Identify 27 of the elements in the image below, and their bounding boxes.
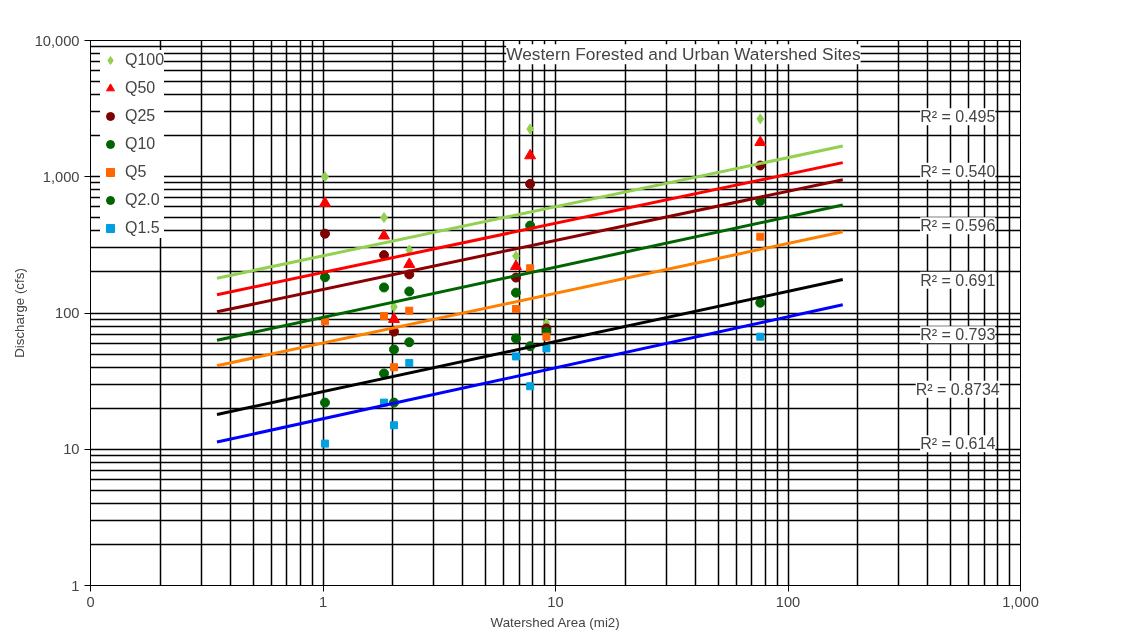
x-tick-label: 100: [775, 593, 801, 610]
legend-label: Q1.5: [125, 219, 160, 237]
x-tick-label: 1,000: [1002, 593, 1039, 610]
legend-label: Q10: [125, 135, 156, 153]
y-axis-title: Discharge (cfs): [11, 268, 27, 358]
legend-label: Q100: [125, 51, 165, 69]
x-tick-label: 10: [547, 593, 564, 610]
y-tick-label: 100: [55, 305, 80, 321]
annotation: R² = 0.540: [920, 162, 996, 180]
chart-title: Western Forested and Urban Watershed Sites: [506, 44, 861, 65]
legend-label: Q5: [125, 163, 147, 181]
x-axis-title: Watershed Area (mi2): [490, 614, 620, 630]
legend-label: Q2.0: [125, 191, 160, 209]
annotation: R² = 0.691: [920, 271, 996, 289]
y-tick-label: 1,000: [42, 168, 80, 185]
y-tick-label: 10: [63, 441, 80, 458]
annotation: R² = 0.495: [920, 108, 996, 126]
annotation: R² = 0.8734: [915, 380, 1000, 398]
annotation: R² = 0.793: [920, 326, 996, 344]
x-tick-label: 1: [318, 593, 328, 610]
x-tick-label: 0: [86, 593, 95, 610]
legend-label: Q25: [125, 107, 156, 125]
y-tick-label: 10,000: [34, 32, 80, 49]
legend-label: Q50: [125, 79, 156, 97]
annotation: R² = 0.596: [920, 217, 996, 235]
y-tick-label: 1: [71, 577, 80, 594]
annotation: R² = 0.614: [920, 435, 996, 453]
